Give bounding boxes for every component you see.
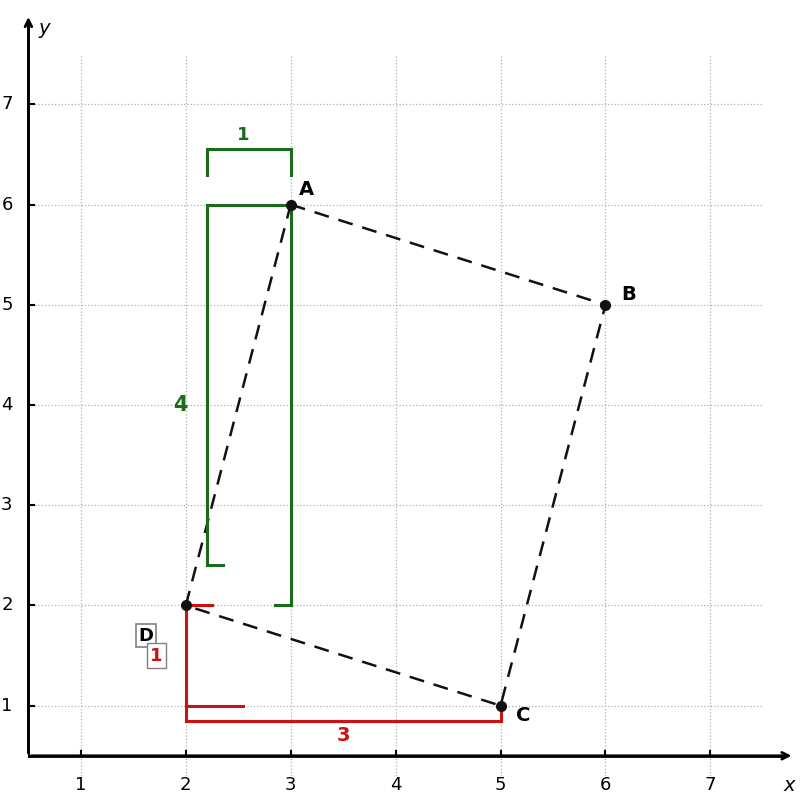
Text: 5: 5	[1, 296, 13, 314]
Text: 3: 3	[1, 496, 13, 515]
Text: 2: 2	[1, 597, 13, 614]
Text: 5: 5	[495, 776, 506, 794]
Text: 3: 3	[285, 776, 297, 794]
Text: 7: 7	[1, 95, 13, 113]
Text: A: A	[299, 180, 314, 199]
Text: 4: 4	[174, 395, 188, 415]
Text: B: B	[622, 284, 636, 304]
Text: 7: 7	[705, 776, 716, 794]
Text: C: C	[516, 706, 530, 725]
Text: 1: 1	[150, 646, 162, 665]
Text: 2: 2	[180, 776, 191, 794]
Text: D: D	[138, 626, 154, 645]
Text: 6: 6	[2, 196, 13, 213]
Text: 3: 3	[337, 725, 350, 745]
Text: y: y	[39, 19, 50, 38]
Text: 6: 6	[600, 776, 611, 794]
Text: 4: 4	[1, 396, 13, 414]
Text: 1: 1	[2, 697, 13, 714]
Text: 1: 1	[238, 126, 250, 145]
Text: 4: 4	[390, 776, 402, 794]
Text: 1: 1	[75, 776, 86, 794]
Text: x: x	[783, 776, 795, 795]
